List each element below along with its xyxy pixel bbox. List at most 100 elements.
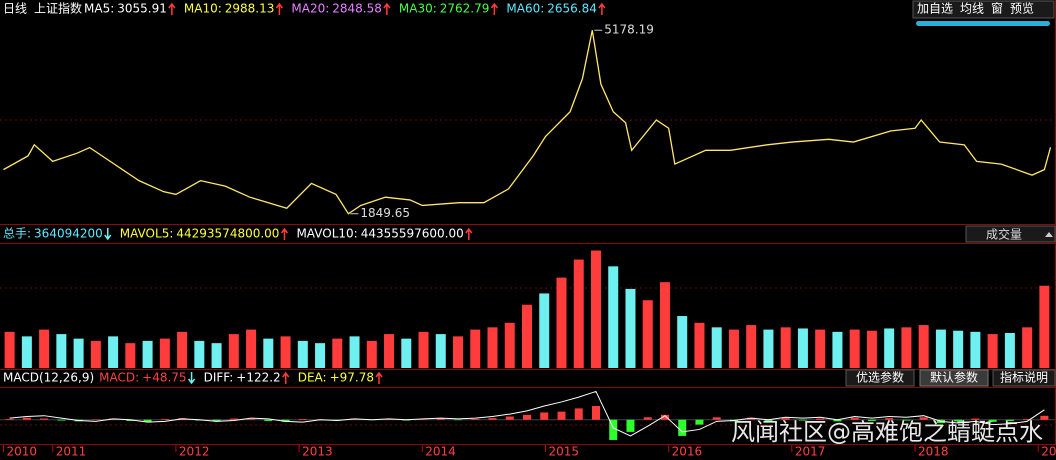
trend-arrow bbox=[280, 227, 289, 240]
macd-bar bbox=[902, 419, 911, 421]
macd-bar bbox=[660, 414, 669, 420]
volume-bar bbox=[228, 334, 239, 368]
macd-button-label[interactable]: 优选参数 bbox=[856, 370, 904, 385]
diff-line bbox=[9, 390, 1045, 437]
volume-bar bbox=[142, 340, 153, 368]
macd-bar bbox=[5, 418, 14, 420]
x-tick-label: 2016 bbox=[672, 445, 703, 459]
x-tick-label: 2017 bbox=[795, 445, 826, 459]
volume-bar bbox=[884, 328, 895, 368]
macd-bar bbox=[591, 405, 600, 420]
toolbar-button[interactable]: 窗 bbox=[991, 2, 1003, 16]
trend-arrow bbox=[168, 2, 176, 15]
volume-bar bbox=[832, 331, 843, 368]
price-line bbox=[3, 30, 1052, 215]
macd-bar bbox=[747, 417, 756, 420]
trend-arrow bbox=[282, 371, 290, 384]
legend-label: MA30: bbox=[399, 2, 437, 16]
volume-bar bbox=[746, 325, 757, 368]
volume-bar bbox=[453, 336, 464, 368]
volume-bar bbox=[625, 288, 636, 368]
trend-arrow bbox=[375, 371, 383, 384]
legend-label: MA10: bbox=[184, 2, 222, 16]
volume-bar bbox=[677, 316, 688, 368]
toolbar-button[interactable]: 均线 bbox=[960, 2, 984, 16]
x-tick-label: 2012 bbox=[179, 445, 210, 459]
macd-bar bbox=[574, 408, 583, 420]
volume-bar bbox=[608, 266, 619, 368]
toolbar-button[interactable]: 加自选 bbox=[917, 2, 953, 16]
legend-label: 总手: bbox=[3, 227, 31, 241]
macd-bar bbox=[436, 418, 445, 420]
legend-label: MAVOL10: bbox=[296, 227, 357, 241]
volume-button[interactable] bbox=[965, 225, 1056, 243]
volume-bar bbox=[39, 329, 50, 368]
macd-bar bbox=[488, 418, 497, 420]
volume-bar bbox=[418, 331, 429, 368]
x-tick-label: 2010 bbox=[6, 445, 37, 459]
macd-button[interactable] bbox=[919, 369, 989, 387]
macd-button-label[interactable]: 默认参数 bbox=[930, 370, 978, 385]
volume-bar bbox=[246, 329, 257, 368]
macd-button-label[interactable]: 指标说明 bbox=[1000, 370, 1048, 385]
macd-bar bbox=[229, 418, 238, 420]
trend-arrow bbox=[598, 2, 606, 15]
annotation-label: 1849.65 bbox=[360, 206, 410, 220]
volume-bar bbox=[815, 329, 826, 368]
dropdown-icon[interactable] bbox=[1045, 232, 1053, 237]
macd-bar bbox=[212, 419, 221, 422]
legend-value: 364094200 bbox=[34, 227, 103, 241]
macd-bar bbox=[971, 418, 980, 420]
volume-bar bbox=[763, 329, 774, 368]
toolbar-button[interactable]: 预览 bbox=[1010, 1, 1034, 16]
macd-bar bbox=[281, 419, 290, 422]
legend-value: 44355597600.00 bbox=[361, 227, 464, 241]
macd-button[interactable] bbox=[845, 369, 915, 387]
legend-value: 2848.58 bbox=[332, 2, 382, 16]
volume-bar bbox=[73, 338, 84, 368]
legend-label: MAVOL5: bbox=[120, 227, 174, 241]
trend-arrow bbox=[383, 2, 391, 15]
volume-bar bbox=[866, 330, 877, 368]
symbol-label: 上证指数 bbox=[34, 1, 82, 16]
macd-bar bbox=[678, 419, 687, 436]
legend-value: 2988.13 bbox=[225, 2, 275, 16]
macd-bar bbox=[160, 418, 169, 420]
macd-bar bbox=[764, 419, 773, 421]
volume-bar bbox=[487, 327, 498, 368]
annotation-label: 5178.19 bbox=[604, 23, 654, 37]
button-label[interactable]: 成交量 bbox=[986, 227, 1022, 242]
x-tick-label: 2011 bbox=[56, 445, 87, 459]
volume-bar bbox=[797, 328, 808, 368]
volume-bar bbox=[211, 343, 222, 368]
macd-bar bbox=[264, 419, 273, 421]
volume-bar bbox=[556, 277, 567, 368]
volume-bar bbox=[177, 331, 188, 368]
legend-value: +48.75 bbox=[142, 371, 186, 385]
macd-bar bbox=[505, 416, 514, 420]
macd-bar bbox=[885, 418, 894, 420]
legend-label: MACD: bbox=[99, 371, 139, 385]
volume-bar bbox=[728, 329, 739, 368]
volume-bar bbox=[694, 322, 705, 368]
volume-bar bbox=[280, 336, 291, 368]
period-label: 日线 bbox=[3, 2, 27, 16]
macd-bar bbox=[22, 417, 31, 420]
macd-bar bbox=[954, 419, 963, 422]
macd-bar bbox=[298, 418, 307, 420]
legend-value: 2762.79 bbox=[440, 2, 490, 16]
volume-bar bbox=[659, 282, 670, 368]
macd-bar bbox=[816, 418, 825, 420]
macd-button[interactable] bbox=[992, 369, 1056, 387]
legend-label: MA5: bbox=[84, 2, 114, 16]
legend-label: DEA: bbox=[298, 371, 327, 385]
scroll-bar[interactable] bbox=[916, 21, 1050, 26]
macd-bar bbox=[712, 417, 721, 420]
macd-bar bbox=[540, 412, 549, 420]
macd-bar bbox=[833, 419, 842, 422]
macd-bar bbox=[1005, 419, 1014, 421]
legend-value: 3055.91 bbox=[117, 2, 167, 16]
volume-bar bbox=[4, 331, 15, 368]
